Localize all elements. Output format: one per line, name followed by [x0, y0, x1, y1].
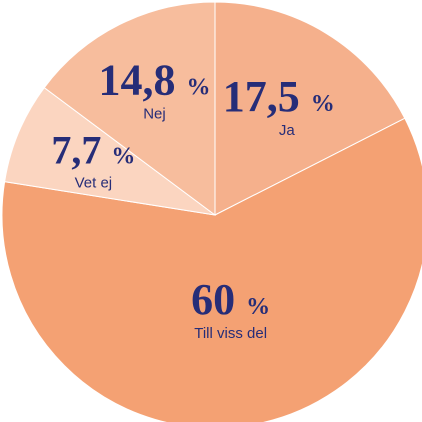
value-label: 14,8 % — [98, 55, 210, 104]
category-label: Ja — [279, 122, 296, 139]
value-label: 7,7 % — [51, 128, 135, 173]
category-label: Till viss del — [194, 325, 267, 342]
pie-slice — [1, 117, 422, 422]
category-label: Nej — [143, 105, 166, 122]
value-label: 60 % — [191, 275, 270, 324]
pie-slice — [214, 1, 406, 216]
value-label: 17,5 % — [223, 72, 335, 121]
category-label: Vet ej — [75, 175, 113, 192]
pie-slice — [43, 1, 216, 216]
pie-slice — [4, 86, 216, 216]
